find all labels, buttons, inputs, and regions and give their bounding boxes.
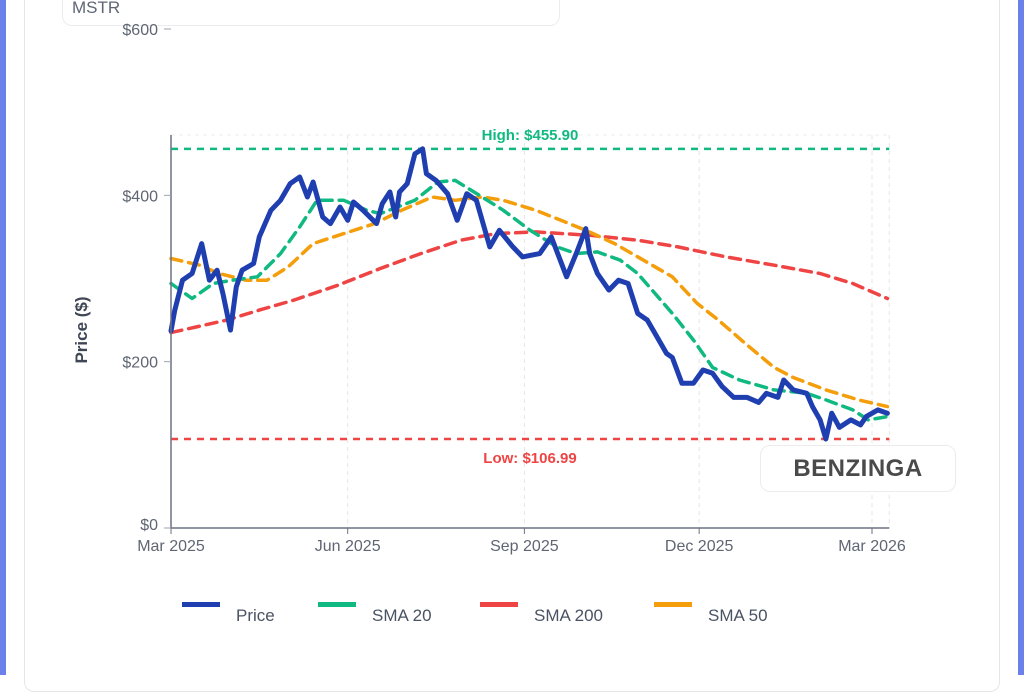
y-axis-label: Price ($)	[72, 296, 91, 363]
legend-label: SMA 20	[372, 606, 432, 625]
price-chart: High: $455.90 Low: $106.99 $0 $200 $400 $600…	[72, 22, 906, 555]
legend-item-sma200[interactable]: SMA 200	[480, 600, 603, 626]
legend-swatch	[654, 602, 692, 607]
axes: $0 $200 $400 $600 Mar 2025 Jun 2025 Sep 2025 De…	[72, 22, 906, 555]
low-label: Low: $106.99	[483, 450, 576, 467]
x-tick-label: Mar 2025	[137, 538, 205, 555]
legend-label: Price	[236, 606, 275, 625]
x-tick-label: Dec 2025	[665, 538, 734, 555]
window-edge-right	[1018, 0, 1024, 675]
y-tick-label: $0	[140, 517, 158, 534]
legend-item-price[interactable]: Price	[182, 600, 275, 626]
legend-item-sma50[interactable]: SMA 50	[654, 600, 768, 626]
legend-label: SMA 200	[534, 606, 603, 625]
high-label: High: $455.90	[482, 127, 579, 144]
legend-swatch	[480, 602, 518, 607]
legend-swatch	[318, 602, 356, 607]
series-lines	[168, 146, 890, 442]
series-price	[168, 146, 890, 442]
series-sma-50	[169, 195, 890, 409]
ticker-label: MSTR	[72, 0, 121, 17]
y-tick-label: $200	[122, 355, 158, 372]
legend-label: SMA 50	[708, 606, 768, 625]
legend-item-sma20[interactable]: SMA 20	[318, 600, 432, 626]
legend-swatch	[182, 602, 220, 607]
chart-card	[24, 0, 1000, 692]
x-tick-label: Jun 2025	[315, 538, 381, 555]
x-tick-label: Mar 2026	[838, 538, 906, 555]
legend: Price SMA 20 SMA 200 SMA 50	[0, 600, 1024, 630]
series-sma-200	[169, 230, 890, 335]
reference-lines: High: $455.90 Low: $106.99	[171, 127, 890, 467]
benzinga-logo: BENZINGA	[760, 445, 956, 492]
x-tick-label: Sep 2025	[490, 538, 559, 555]
y-tick-label: $400	[122, 188, 158, 205]
series-sma-20	[169, 178, 890, 422]
window-edge	[0, 0, 6, 675]
ticker-header	[62, 0, 560, 26]
y-tick-label: $600	[122, 22, 158, 39]
